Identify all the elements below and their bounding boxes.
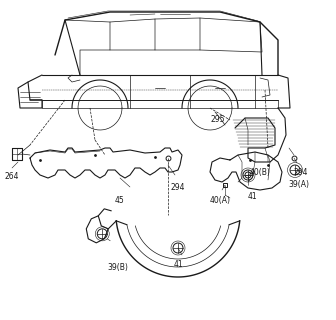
Text: 39(A): 39(A) [288, 180, 309, 189]
Text: 39(B): 39(B) [108, 263, 128, 272]
Text: 45: 45 [115, 196, 125, 205]
Text: 41: 41 [173, 260, 183, 269]
Text: 41: 41 [248, 192, 258, 201]
Text: 40(A): 40(A) [210, 196, 231, 205]
Text: 294: 294 [170, 183, 184, 192]
Text: 264: 264 [4, 172, 18, 181]
Text: 295: 295 [210, 115, 224, 124]
Text: 40(B): 40(B) [250, 168, 271, 177]
Text: 294: 294 [293, 168, 307, 177]
